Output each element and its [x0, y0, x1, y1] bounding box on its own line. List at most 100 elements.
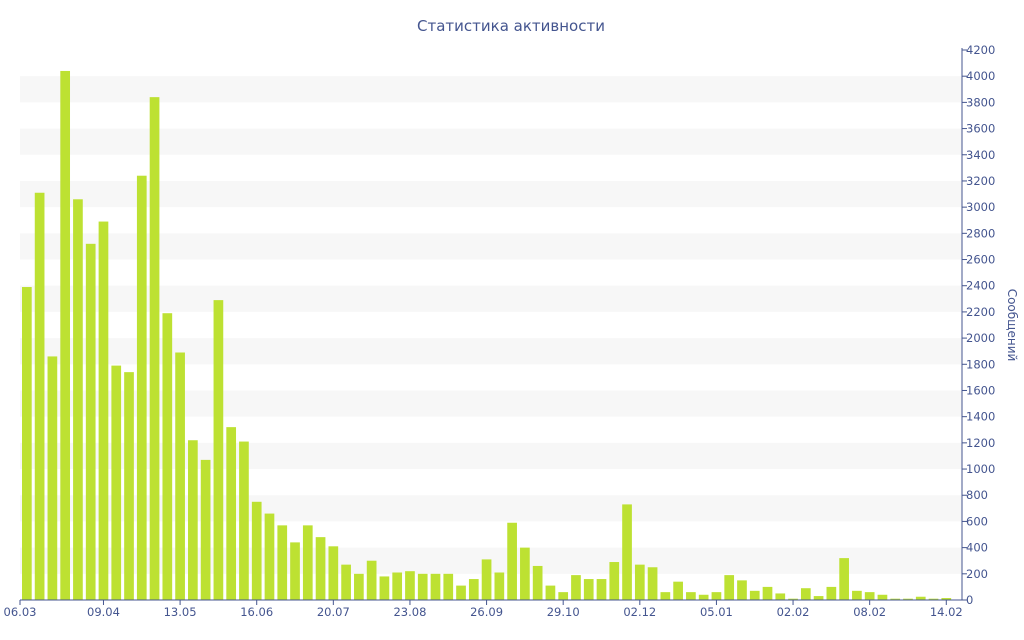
grid-band: [20, 180, 962, 208]
y-tick-label: 0: [966, 593, 973, 607]
y-tick-label: 800: [966, 488, 988, 502]
bar: [430, 573, 441, 600]
y-tick-label: 2600: [966, 253, 995, 267]
x-tick-label: 26.09: [470, 605, 503, 619]
bar: [264, 513, 275, 600]
bar: [239, 441, 249, 600]
y-tick-label: 2400: [966, 279, 995, 293]
bar: [571, 575, 581, 600]
bar-series: [22, 70, 952, 601]
bar: [507, 522, 517, 600]
bar: [647, 567, 658, 600]
y-tick-label: 3200: [966, 174, 995, 188]
bar: [277, 525, 288, 600]
bar: [468, 579, 479, 600]
bar: [903, 598, 913, 600]
bar: [354, 573, 364, 600]
bar: [175, 352, 185, 600]
y-tick-label: 600: [966, 514, 988, 528]
bar: [213, 300, 224, 600]
bar: [34, 192, 45, 601]
bar: [890, 598, 901, 600]
bar: [609, 562, 620, 600]
y-tick-label: 4200: [966, 43, 995, 57]
bar: [149, 97, 160, 600]
grid-band: [20, 338, 962, 365]
bar: [136, 175, 147, 600]
bar: [162, 313, 173, 600]
bar: [877, 594, 888, 600]
bar: [481, 559, 492, 600]
bar: [941, 598, 952, 600]
bar: [73, 199, 83, 601]
bar: [724, 575, 735, 600]
bar: [928, 598, 939, 600]
grid-band: [20, 233, 962, 260]
y-axis: 0 200 400 600 800 1000 1200 1400 1600 1800 2000 220…: [961, 43, 995, 607]
y-tick-label: 1000: [966, 462, 995, 476]
y-tick-label: 1600: [966, 383, 995, 397]
x-tick-label: 05.01: [700, 605, 733, 619]
bar: [775, 593, 786, 600]
grid-band: [20, 76, 962, 103]
bar: [494, 572, 505, 600]
y-tick-label: 400: [966, 541, 988, 555]
x-tick-label: 13.05: [164, 605, 197, 619]
bar: [60, 70, 71, 600]
bar: [302, 525, 313, 600]
bar: [22, 287, 32, 600]
bar: [660, 592, 671, 600]
bar: [800, 588, 811, 600]
y-tick-label: 2000: [966, 331, 995, 345]
y-tick-label: 1200: [966, 436, 995, 450]
bar: [200, 459, 211, 600]
grid-band: [20, 390, 962, 417]
x-tick-label: 08.02: [853, 605, 886, 619]
y-tick-label: 4000: [966, 69, 995, 83]
bar: [392, 572, 403, 600]
x-tick-label: 23.08: [393, 605, 426, 619]
bar: [813, 596, 824, 600]
grid-band: [20, 442, 962, 470]
y-tick-label: 1800: [966, 357, 995, 371]
bar: [226, 427, 237, 600]
grid-band: [20, 128, 962, 155]
y-tick-label: 200: [966, 567, 988, 581]
x-tick-label: 20.07: [317, 605, 350, 619]
y-tick-label: 2800: [966, 226, 995, 240]
y-tick-label: 3000: [966, 200, 995, 214]
bar: [686, 592, 696, 600]
y-tick-label: 2200: [966, 305, 995, 319]
bar: [379, 576, 390, 600]
bar: [443, 573, 454, 600]
bar: [698, 594, 709, 600]
bar: [545, 585, 556, 600]
bar: [124, 372, 134, 600]
bar: [251, 501, 262, 600]
bar: [417, 573, 428, 600]
bar: [762, 586, 773, 600]
bar: [711, 592, 722, 600]
grid-band: [20, 495, 962, 522]
bar: [788, 598, 798, 600]
x-axis: 06.03 09.04 13.05 16.06 20.07 23.08 26.09 29.10…: [4, 599, 963, 619]
bar: [852, 590, 862, 600]
y-tick-label: 3600: [966, 122, 995, 136]
chart-title: Статистика активности: [417, 17, 605, 35]
bar: [583, 579, 594, 600]
bar: [532, 565, 543, 600]
bar: [839, 558, 849, 600]
y-axis-label: Сообщений: [1005, 289, 1019, 362]
y-tick-label: 3400: [966, 148, 995, 162]
x-tick-label: 02.02: [777, 605, 810, 619]
grid-bands: [20, 76, 962, 574]
bar: [98, 221, 109, 601]
x-tick-label: 06.03: [4, 605, 37, 619]
y-tick-label: 1400: [966, 410, 995, 424]
bar: [456, 585, 466, 600]
bar: [85, 243, 96, 600]
bar: [328, 546, 339, 600]
bar: [749, 590, 760, 600]
bar: [558, 592, 569, 600]
